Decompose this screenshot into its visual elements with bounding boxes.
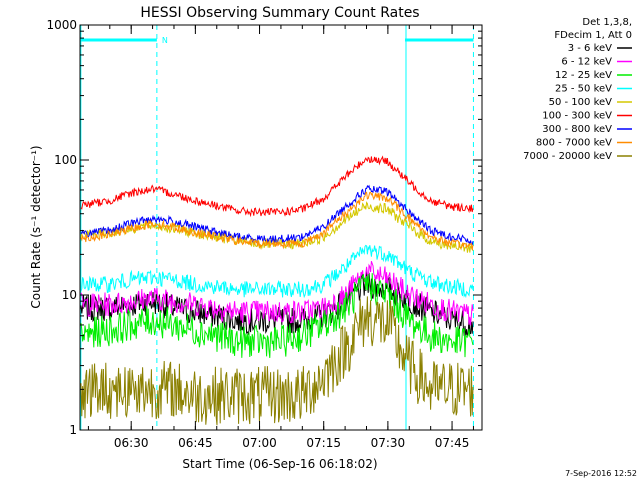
y-axis-label: Count Rate (s⁻¹ detector⁻¹) (29, 145, 43, 308)
y-tick-label: 10 (62, 288, 77, 302)
legend: Det 1,3,8, FDecim 1, Att 0 3 - 6 keV 6 - … (523, 17, 632, 162)
y-tick-label: 100 (54, 153, 77, 167)
series-line (80, 184, 474, 245)
legend-label: 25 - 50 keV (555, 84, 612, 95)
series-line (80, 261, 474, 326)
x-ticks: 06:30 06:45 07:00 07:15 07:30 07:45 (87, 25, 474, 450)
y-tick-label: 1000 (46, 18, 77, 32)
series-line (80, 296, 474, 426)
legend-label: 3 - 6 keV (568, 43, 612, 54)
legend-label: 6 - 12 keV (561, 57, 612, 68)
legend-label: 100 - 300 keV (542, 111, 612, 122)
series-line (80, 244, 474, 299)
legend-header-1: Det 1,3,8, (582, 17, 632, 28)
x-tick-label: 06:45 (178, 436, 213, 450)
legend-label: 300 - 800 keV (542, 124, 612, 135)
series-layer (80, 155, 474, 426)
legend-label: 7000 - 20000 keV (523, 151, 612, 162)
x-tick-label: 07:30 (371, 436, 406, 450)
series-line (80, 273, 474, 358)
legend-label: 800 - 7000 keV (536, 138, 612, 149)
x-tick-label: 07:45 (435, 436, 470, 450)
legend-label: 50 - 100 keV (549, 97, 613, 108)
x-tick-label: 07:00 (242, 436, 277, 450)
series-line (80, 191, 474, 251)
timestamp: 7-Sep-2016 12:52 (565, 469, 637, 478)
chart-title: HESSI Observing Summary Count Rates (140, 5, 419, 21)
series-line (80, 155, 474, 218)
x-tick-label: 07:15 (306, 436, 341, 450)
legend-label: 12 - 25 keV (555, 70, 612, 81)
legend-header-2: FDecim 1, Att 0 (554, 30, 632, 41)
night-regions: N (79, 25, 474, 430)
x-axis-label: Start Time (06-Sep-16 06:18:02) (182, 457, 377, 471)
y-ticks: 1 10 100 1000 (46, 18, 482, 437)
night-marker-label: N (162, 36, 168, 45)
x-tick-label: 06:30 (114, 436, 149, 450)
y-tick-label: 1 (69, 423, 77, 437)
